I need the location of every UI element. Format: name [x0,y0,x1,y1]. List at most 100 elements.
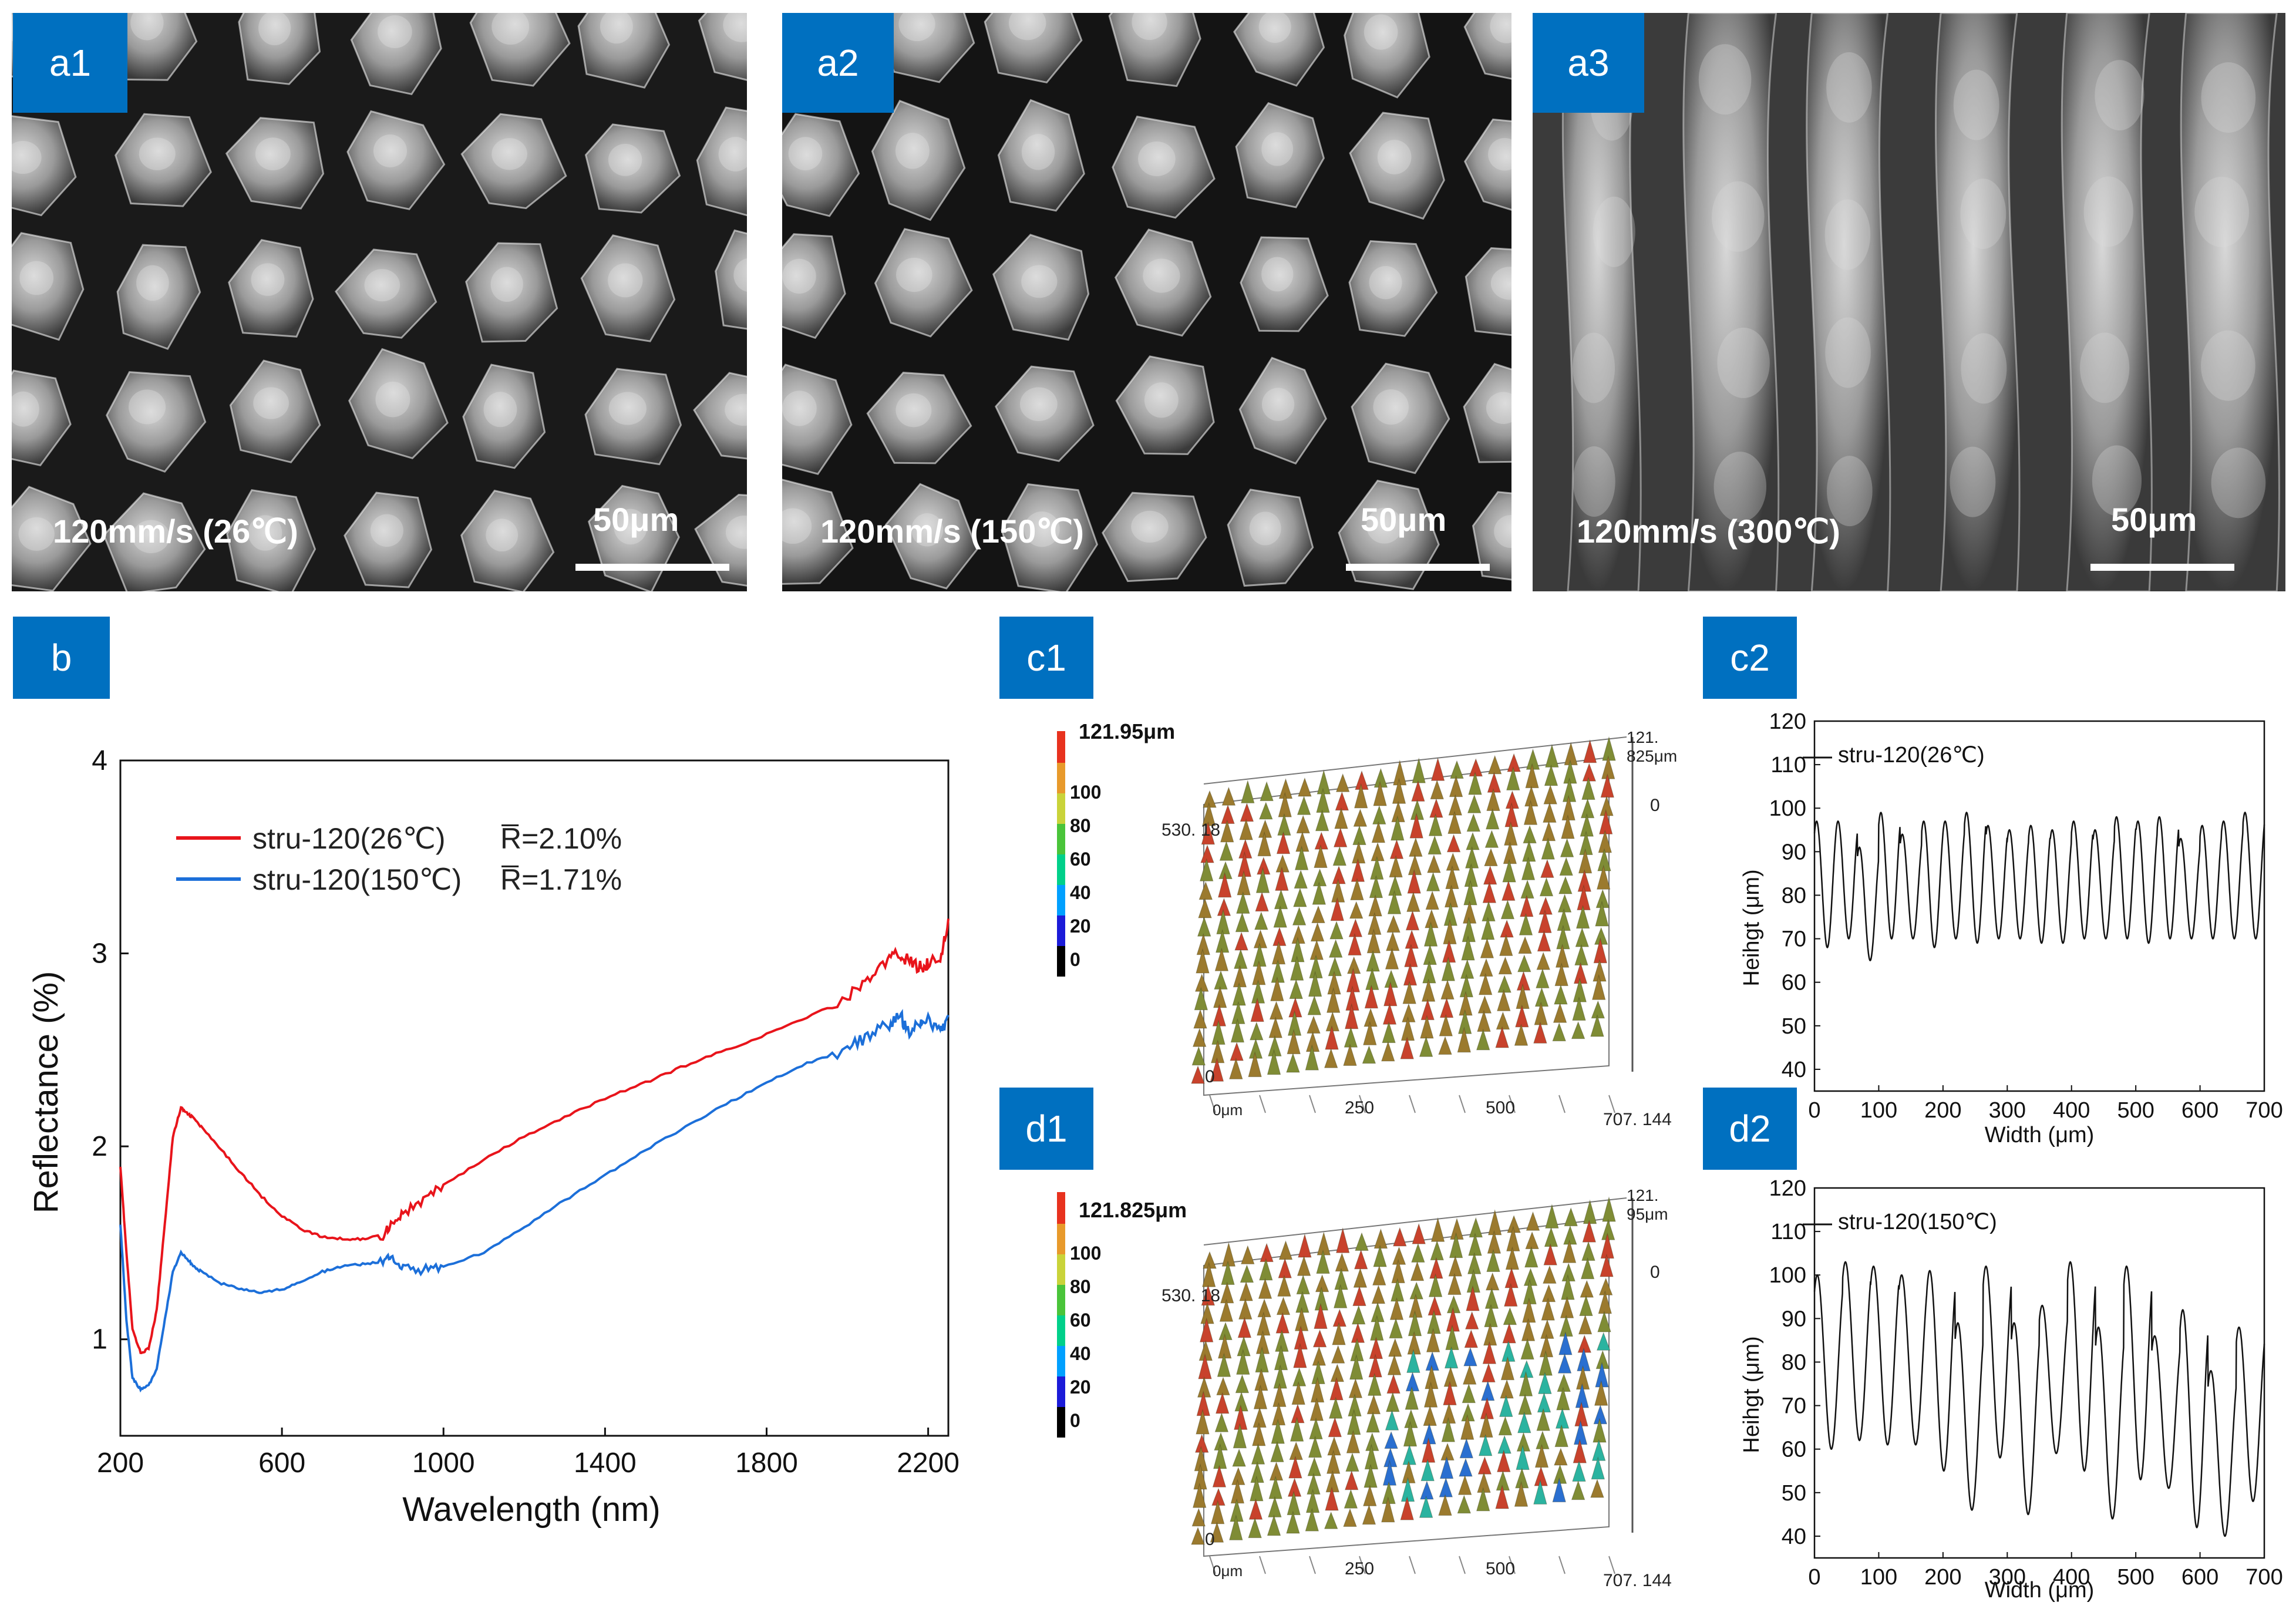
micro-cone [1351,362,1450,474]
surface-peak [1538,896,1553,915]
surface-peak [1325,1486,1339,1511]
surface-peak [1233,965,1247,988]
surface-peak [1278,1240,1293,1260]
ridge-highlight [1950,446,1996,517]
surface-peak [1389,1297,1404,1320]
surface-peak [1406,1348,1420,1373]
surface-peak [1538,909,1552,933]
surface-peak [1333,827,1348,847]
colorbar-segment [1057,792,1065,824]
surface-peak [1462,1364,1477,1385]
surface-peak [1486,788,1500,811]
micro-cone [1349,112,1445,220]
surface-peak [1236,891,1250,914]
surface-peak [1597,1311,1611,1332]
surface-peak [1387,890,1402,914]
surface-peak [1305,1507,1319,1532]
surface-peak [1260,1243,1274,1263]
surface-peak [1525,763,1539,789]
colorbar-tick-label: 100 [1070,782,1101,803]
surface-peak [1457,1495,1472,1514]
surface-peak [1467,1252,1482,1274]
surface-peak [1350,878,1364,900]
surface-peak [1579,1295,1593,1316]
surface-peak [1557,1373,1571,1392]
surface-peak [1393,1227,1407,1247]
cone-highlight [1024,511,1060,547]
surface-peak [1309,1417,1323,1439]
surface-peak [1466,1285,1480,1311]
surface-peak [1554,1424,1568,1448]
surface-peak [1504,1283,1518,1307]
micro-cone [1344,13,1430,99]
surface-peak [1268,1496,1282,1517]
surface-peak [1381,1496,1395,1523]
cone-highlight [18,517,55,551]
surface-peak [1440,979,1455,999]
surface-peak [1423,921,1438,947]
surface-peak [1575,904,1590,929]
surface-peak [1309,1397,1324,1421]
sem-background [1533,13,2285,591]
surface-peak [1198,898,1212,918]
surface-peak [1343,1044,1357,1066]
surface-peak [1412,757,1426,783]
surface-peak [1258,1278,1272,1299]
surface-peak [1344,1470,1359,1490]
surface-peak [1369,875,1383,898]
y-tick-label: 90 [1782,840,1806,864]
surface-peak [1251,1443,1265,1465]
surface-peak [1387,1354,1402,1375]
surface-peak [1499,1395,1513,1417]
surface-peak [1309,939,1324,960]
surface-peak [1429,798,1443,818]
surface-peak [1407,869,1421,894]
surface-peak [1352,841,1366,864]
surface-peak [1307,995,1322,1015]
colorbar-tick-label: 100 [1070,1243,1101,1264]
surface-peak [1269,1461,1284,1481]
cone-highlight [608,392,647,425]
surface-peak [1412,1223,1426,1244]
y-tick-label: 80 [1782,1350,1806,1375]
sem-texture-a3 [1533,13,2285,591]
surface-peak [1371,821,1386,843]
surface-peak [1479,958,1493,977]
colorbar-tick-label: 0 [1070,1410,1080,1431]
cone-highlight [132,520,170,554]
micro-cone [1112,115,1216,219]
surface-peak [1216,1376,1230,1395]
surface-peak [1441,1417,1455,1442]
profile-legend: stru-120(26℃) [1838,743,1985,768]
surface-peak [1197,916,1211,937]
surface-peak [1572,1460,1586,1482]
surface-peak [1411,1243,1425,1263]
cone-highlight [725,393,747,426]
y-axis-label: Heihgt (μm) [1739,869,1764,986]
micro-cone [346,110,446,210]
micro-cone [580,234,676,342]
cone-highlight [19,261,54,295]
surface-peak [1212,1465,1227,1487]
surface-peak [1297,796,1311,815]
surface-peak [1210,1522,1224,1543]
surface-peak [1312,881,1326,905]
axis-label-x-start: 0μm [1213,1562,1243,1580]
surface-peak [1580,1280,1594,1298]
surface-peak [1275,866,1289,891]
ridge-highlight [1713,452,1767,523]
surface-peak [1430,779,1444,800]
cone-highlight [1143,258,1180,293]
panel-tag-c2: c2 [1703,617,1797,699]
surface-peak [1430,757,1445,781]
surface-peak [1582,763,1597,782]
panel-tag-a3: a3 [1533,13,1644,113]
surface-peak [1405,910,1420,931]
surface-peak [1484,1287,1499,1309]
surface-peak [1217,1352,1231,1377]
surface-peak [1429,1257,1443,1279]
micro-cone [874,228,973,338]
surface-peak [1278,1257,1292,1278]
micro-cone [1108,13,1201,87]
melted-ridge [1806,13,1891,591]
